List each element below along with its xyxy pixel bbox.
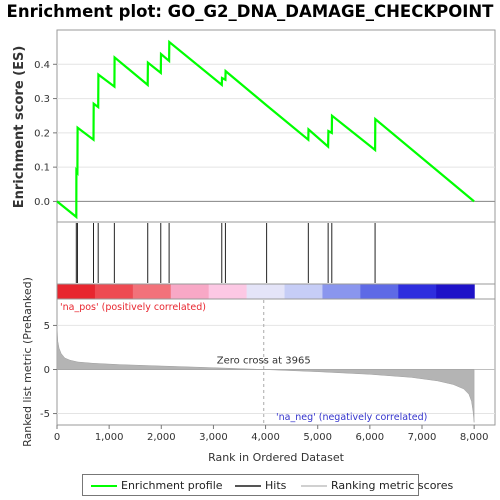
x-axis-label: Rank in Ordered Dataset <box>208 451 345 464</box>
rk-ytick-label-2: 5 <box>44 321 50 332</box>
legend: Enrichment profile Hits Ranking metric s… <box>82 474 419 496</box>
ranking-heatmap-bar <box>57 284 475 299</box>
heatmap-segment-10 <box>436 284 475 299</box>
x-tick-label-8: 8,000 <box>460 432 489 443</box>
rk-ytick-label-0: -5 <box>40 409 50 420</box>
x-tick-label-5: 5,000 <box>303 432 332 443</box>
es-ytick-label-0: 0.0 <box>34 197 50 208</box>
x-tick-label-2: 2,000 <box>147 432 176 443</box>
x-tick-label-0: 0 <box>54 432 60 443</box>
heatmap-segment-1 <box>95 284 134 299</box>
heatmap-segment-6 <box>285 284 324 299</box>
heatmap-segment-9 <box>398 284 437 299</box>
legend-swatch-green <box>91 485 117 487</box>
legend-label-enrichment-profile: Enrichment profile <box>121 479 223 492</box>
heatmap-segment-5 <box>247 284 286 299</box>
neg-correlated-label: 'na_neg' (negatively correlated) <box>276 412 427 423</box>
heatmap-segment-7 <box>322 284 361 299</box>
heatmap-segment-0 <box>57 284 96 299</box>
x-tick-label-4: 4,000 <box>251 432 280 443</box>
zero-cross-label: Zero cross at 3965 <box>217 355 311 366</box>
heatmap-segment-8 <box>360 284 399 299</box>
legend-item-ranking-metric: Ranking metric scores <box>301 479 453 492</box>
pos-correlated-label: 'na_pos' (positively correlated) <box>60 302 206 313</box>
es-ylabel: Enrichment score (ES) <box>12 46 27 209</box>
heatmap-segment-3 <box>171 284 210 299</box>
x-tick-label-7: 7,000 <box>408 432 437 443</box>
es-ytick-label-1: 0.1 <box>34 163 50 174</box>
rk-ytick-label-1: 0 <box>44 365 50 376</box>
x-tick-label-3: 3,000 <box>199 432 228 443</box>
x-tick-label-6: 6,000 <box>356 432 385 443</box>
es-plot-frame <box>57 30 495 222</box>
heatmap-segment-2 <box>133 284 172 299</box>
x-tick-label-1: 1,000 <box>95 432 124 443</box>
es-ytick-label-3: 0.3 <box>34 94 50 105</box>
es-ytick-label-4: 0.4 <box>34 60 50 71</box>
heatmap-segment-4 <box>209 284 248 299</box>
hits-plot-frame <box>57 222 495 284</box>
legend-item-hits: Hits <box>235 479 286 492</box>
legend-swatch-ranking <box>301 485 327 487</box>
legend-item-enrichment-profile: Enrichment profile <box>91 479 223 492</box>
legend-label-ranking-metric: Ranking metric scores <box>331 479 453 492</box>
legend-label-hits: Hits <box>265 479 286 492</box>
legend-swatch-hits <box>235 485 261 487</box>
ranked-ylabel: Ranked list metric (PreRanked) <box>21 277 34 447</box>
es-ytick-label-2: 0.2 <box>34 128 50 139</box>
